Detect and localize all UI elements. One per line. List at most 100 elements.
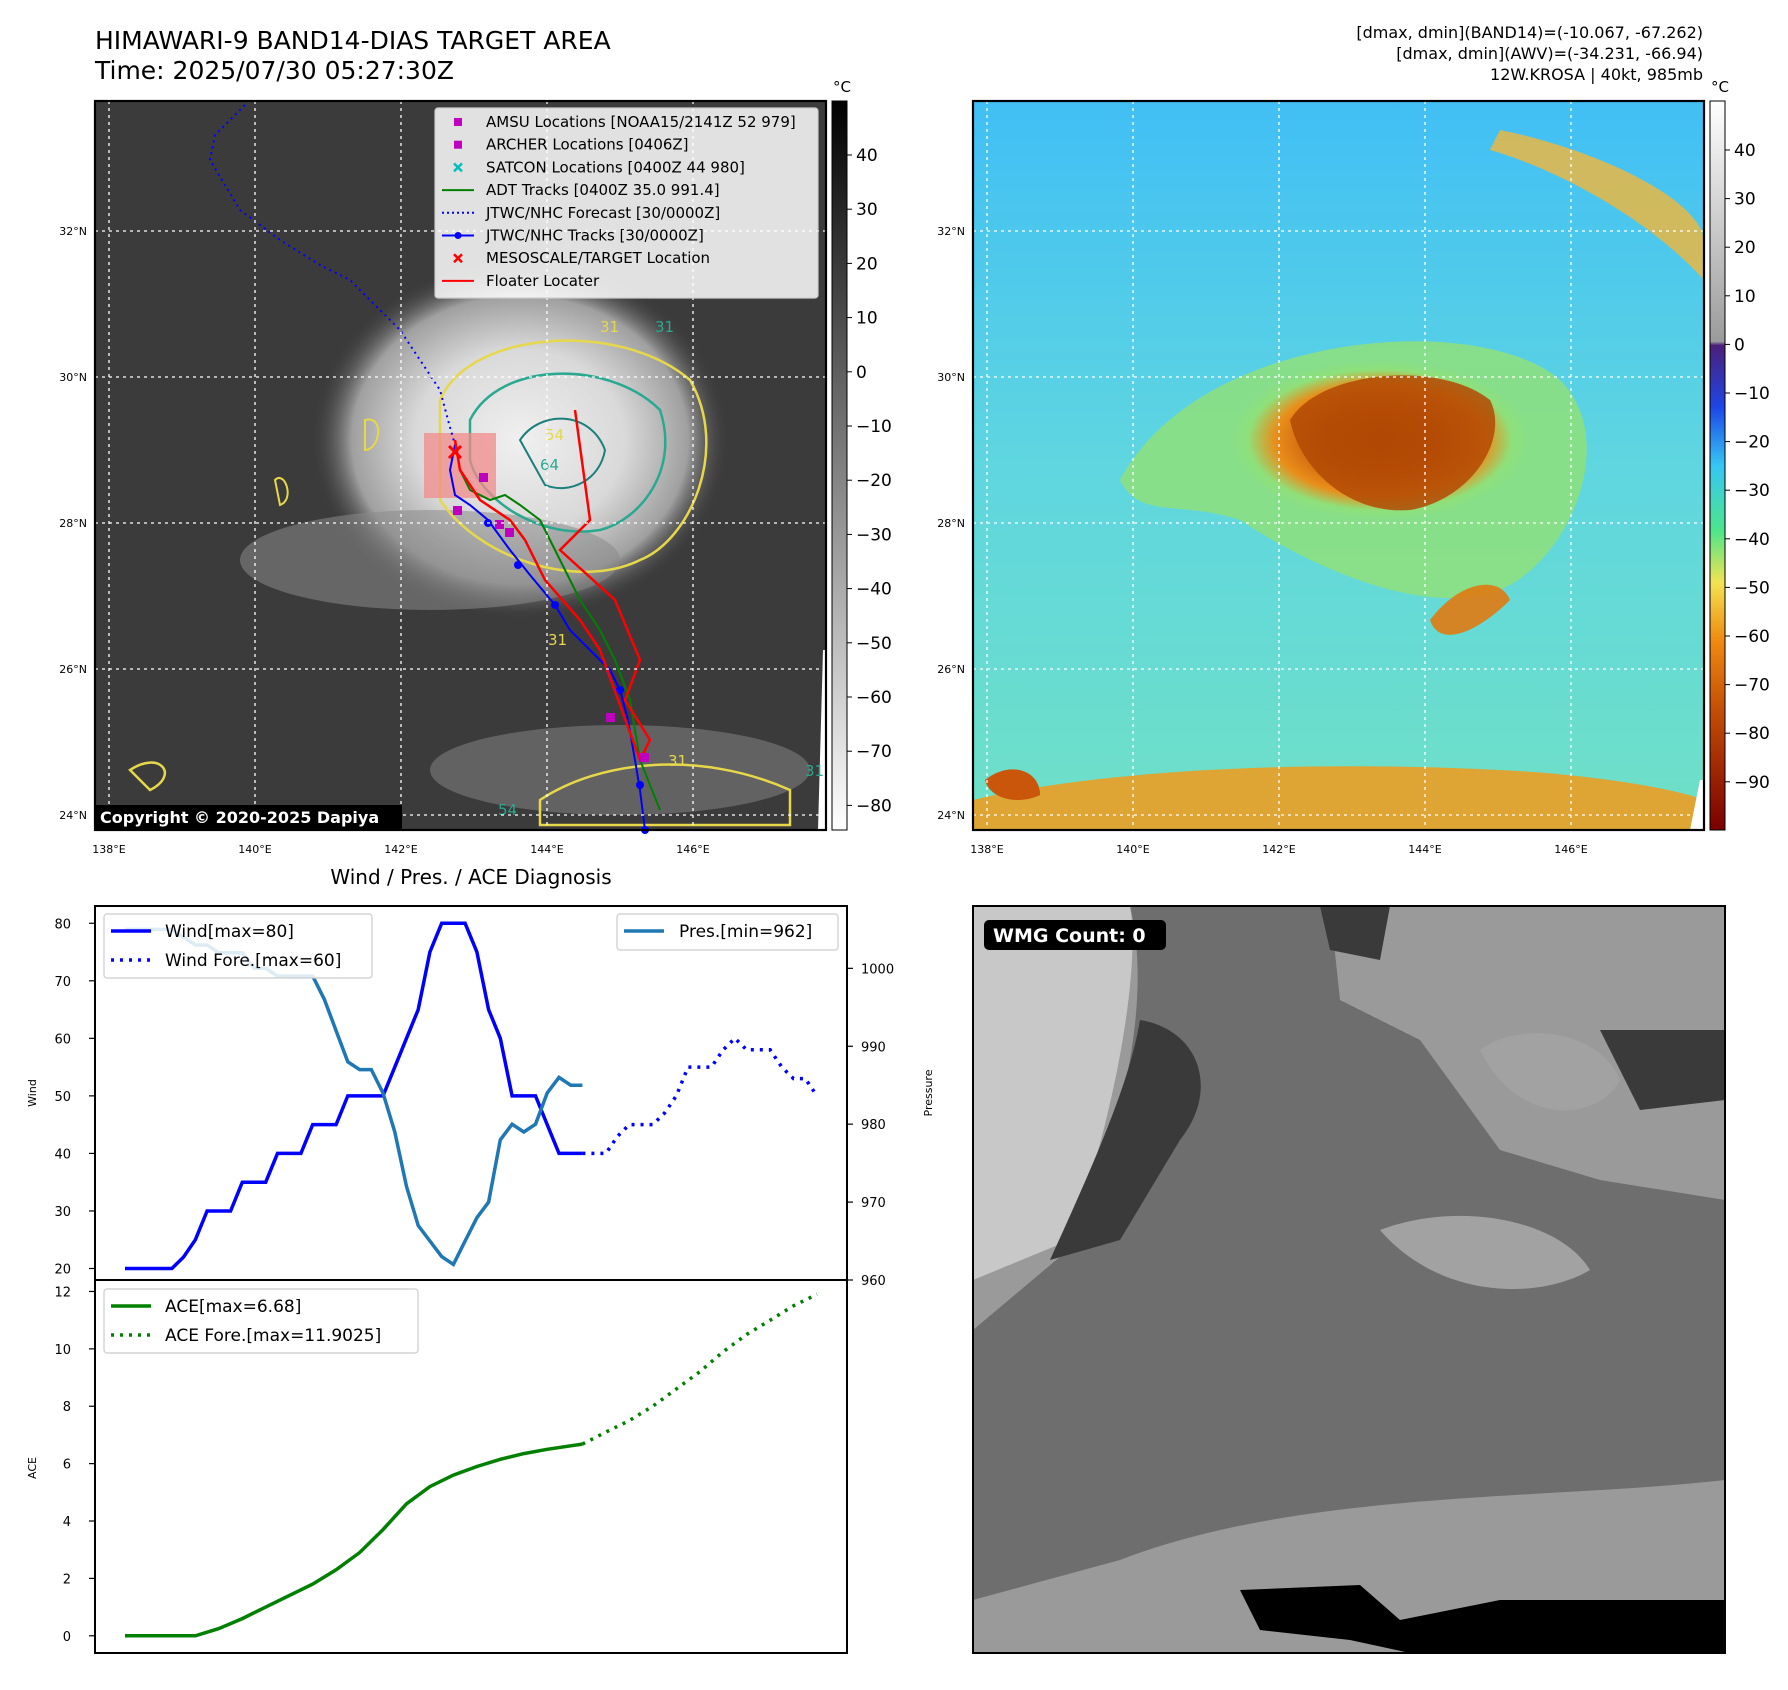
ir-legend: AMSU Locations [NOAA15/2141Z 52 979] ARCH… [434,107,819,299]
lon-label: 146°E [1554,843,1587,856]
lon-label: 142°E [384,843,417,856]
ir-legend-item: MESOSCALE/TARGET Location [453,249,710,267]
y-tick-label: 12 [54,1285,71,1300]
lat-label: 26°N [59,663,87,676]
ir-lon-labels: 138°E 140°E 142°E 144°E 146°E [92,843,709,856]
contour-label: 31 [548,631,567,649]
lon-label: 138°E [970,843,1003,856]
y-tick-label: 10 [54,1343,71,1358]
colorbar-tick-label: −20 [856,471,892,491]
colorbar-tick-label: −70 [1734,676,1770,696]
contour-label: 31 [655,318,674,336]
colorbar-tick-label: −80 [1734,724,1770,744]
colorbar-tick-label: 40 [1734,141,1756,161]
series-line-1 [581,1292,818,1446]
awv-lat-labels: 32°N 30°N 28°N 26°N 24°N [937,225,965,822]
contour-label: 64 [540,456,559,474]
wind-legend-box [103,913,373,979]
lon-label: 144°E [530,843,563,856]
info-band14-range: [dmax, dmin](BAND14)=(-10.067, -67.262) [1356,23,1703,42]
ir-colorbar-unit: °C [833,78,851,96]
legend-label: SATCON Locations [0400Z 44 980] [486,158,745,176]
y2-tick-label: 980 [861,1118,886,1133]
lat-label: 32°N [59,225,87,238]
lat-label: 28°N [937,517,965,530]
ir-contour-64 [518,417,607,490]
legend-label: ADT Tracks [0400Z 35.0 991.4] [486,181,720,199]
y-tick-label: 20 [54,1262,71,1277]
series-line-0 [125,921,583,1271]
wind-y-ticks: 20 30 40 50 60 70 80 [54,917,95,1277]
colorbar-tick-label: 10 [1734,287,1756,307]
wmg-light-region [973,906,1133,1280]
wmg-dark-patches [1320,906,1725,1110]
contour-label: 31 [805,762,824,780]
wind-fore-legend-label: Wind Fore.[max=60] [165,951,341,971]
awv-map-panel: 32°N 30°N 28°N 26°N 24°N 138°E 140°E 142°E 144°… [937,99,1706,856]
colorbar-tick-label: −40 [1734,530,1770,550]
colorbar-tick-label: −10 [856,417,892,437]
y2-tick-label: 1000 [861,962,894,977]
ace-legend-label: ACE[max=6.68] [165,1297,301,1317]
jtwc-forecast-track [208,104,456,446]
ace-legend: ACE[max=6.68] ACE Fore.[max=11.9025] [103,1288,419,1354]
awv-upper-band [1490,130,1704,280]
colorbar-tick-label: 20 [856,254,878,274]
y-tick-label: 80 [54,917,71,932]
lon-label: 138°E [92,843,125,856]
contour-label: 31 [600,318,619,336]
copyright-box [96,805,402,830]
wmg-frame [972,905,1726,1654]
ir-legend-item: ADT Tracks [0400Z 35.0 991.4] [442,181,720,199]
colorbar-tick-label: 30 [856,200,878,220]
series-line-1 [582,1035,819,1156]
awv-rainband [1430,584,1510,635]
colorbar-tick-label: −30 [1734,481,1770,501]
wind-axis-label: Wind [26,1079,39,1107]
wmg-darker-band [1050,1020,1201,1260]
contour-label: 31 [668,752,687,770]
lat-label: 26°N [937,663,965,676]
info-awv-range: [dmax, dmin](AWV)=(-34.231, -66.94) [1396,44,1703,63]
ir-cloud-band [240,510,620,610]
legend-label: AMSU Locations [NOAA15/2141Z 52 979] [486,113,796,131]
legend-marker [453,162,463,173]
colorbar-tick-label: 0 [1734,335,1745,355]
ace-fore-legend-label: ACE Fore.[max=11.9025] [165,1326,381,1346]
ir-legend-item: JTWC/NHC Tracks [30/0000Z] [442,227,704,245]
lat-label: 28°N [59,517,87,530]
colorbar-tick-label: 40 [856,146,878,166]
ir-colorbar: °C 40 30 20 10 0 −10 −20 −30 −40 −50 −60 −70 −80 [831,78,892,831]
colorbar-tick-label: 0 [856,363,867,383]
colorbar-tick-label: −40 [856,580,892,600]
wind-legend: Wind[max=80] Wind Fore.[max=60] [103,913,373,979]
legend-label: ARCHER Locations [0406Z] [486,136,689,154]
wmg-panel: WMG Count: 0 [972,905,1726,1654]
ace-legend-box [103,1288,419,1354]
legend-marker [454,140,462,149]
awv-colorbar-ticks: 40 30 20 10 0 −10 −20 −30 −40 −50 −60 −70 −80 −90 [1725,141,1770,793]
ir-map-frame [93,99,828,832]
ace-chart: 0 2 4 6 8 10 12 ACE ACE[max=6.68] ACE Fore.[ma… [26,1279,848,1654]
legend-label: MESOSCALE/TARGET Location [486,249,710,267]
ir-legend-item: ARCHER Locations [0406Z] [454,136,689,154]
y-tick-label: 30 [54,1205,71,1220]
pressure-legend: Pres.[min=962] [616,913,839,951]
adt-track [459,469,661,811]
figure-title: HIMAWARI-9 BAND14-DIAS TARGET AREA Time: … [95,26,611,86]
amsu-archer-points [453,473,649,762]
ir-legend-item: AMSU Locations [NOAA15/2141Z 52 979] [454,113,796,131]
awv-gridlines [973,101,1704,830]
pressure-axis-label: Pressure [922,1069,935,1116]
y2-tick-label: 990 [861,1040,886,1055]
y2-tick-label: 960 [861,1274,886,1289]
floater-locater-track [453,409,652,764]
lat-label: 32°N [937,225,965,238]
ir-contour-31 [438,339,708,573]
lat-label: 30°N [937,371,965,384]
y-tick-label: 8 [63,1400,71,1415]
awv-sw-blob [985,769,1040,800]
legend-marker [453,253,463,264]
series-line-0 [125,1442,583,1638]
